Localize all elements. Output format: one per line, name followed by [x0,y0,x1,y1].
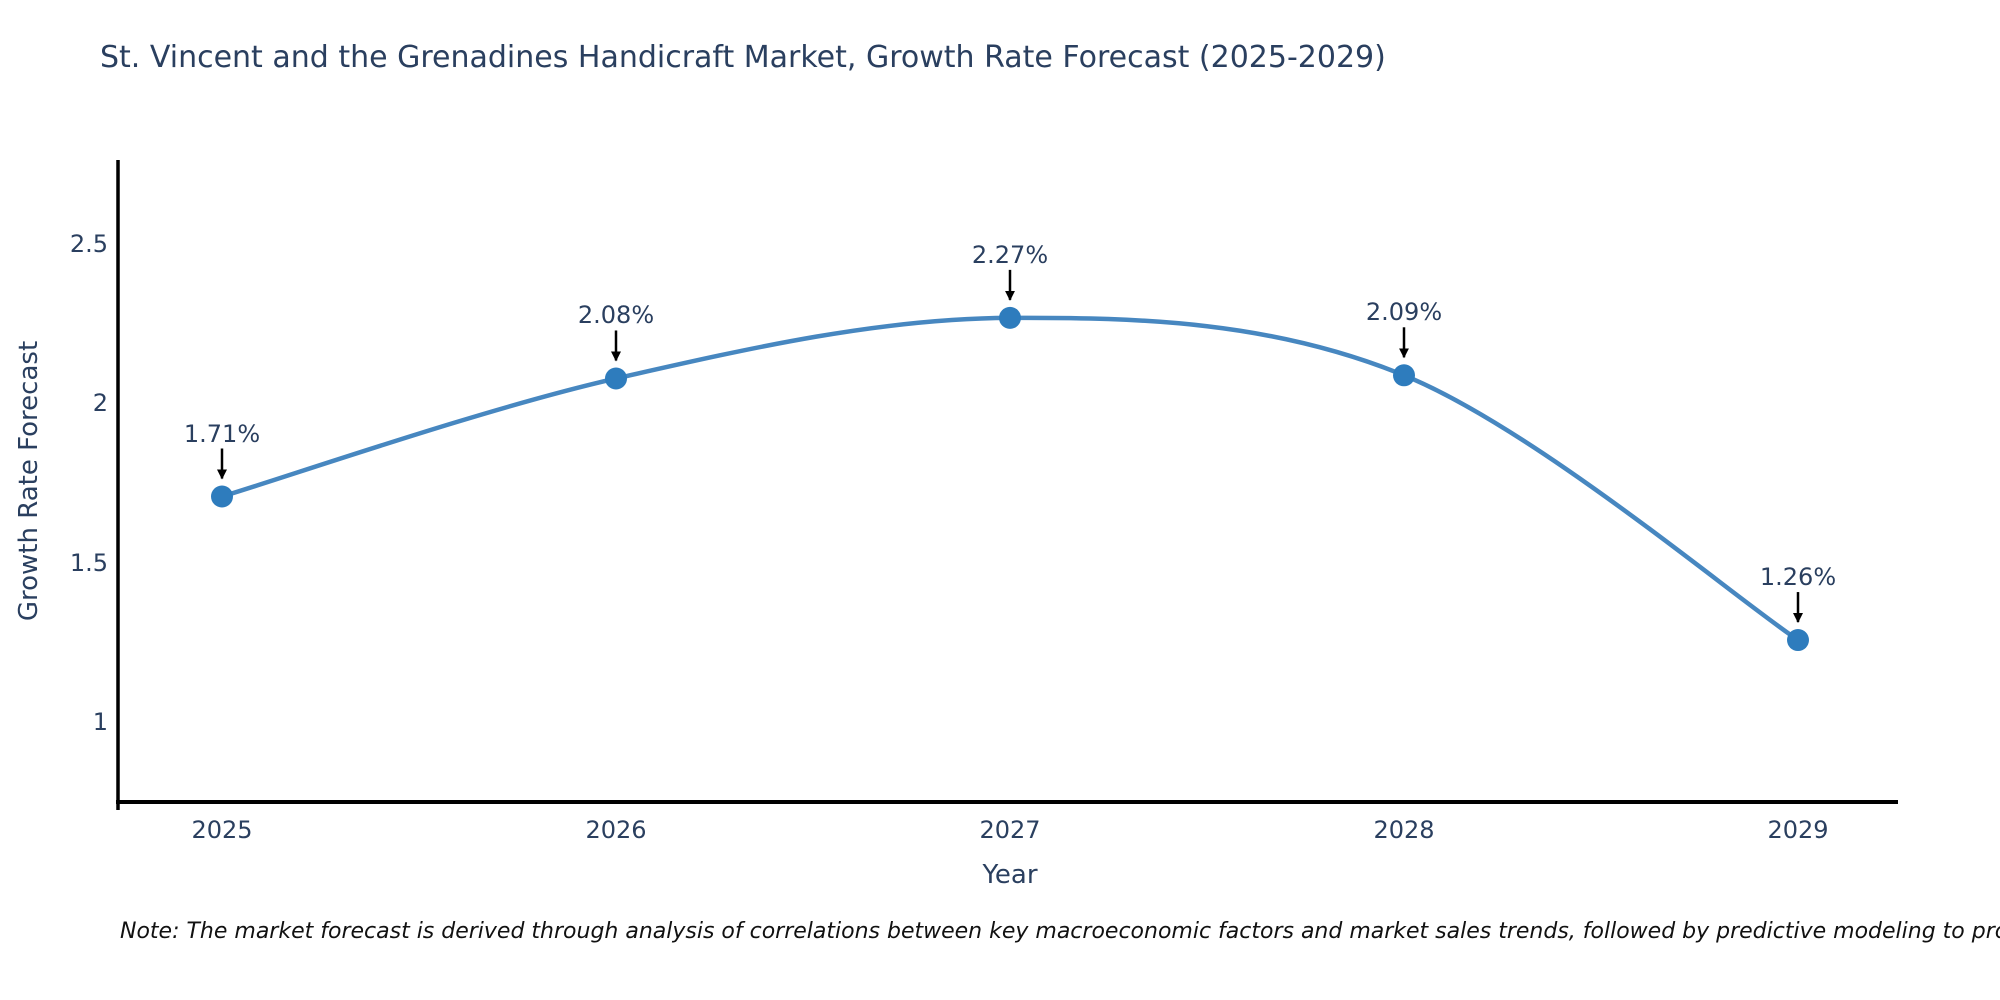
x-axis-title: Year [982,860,1038,890]
point-annotation-2026: 2.08% [577,301,655,330]
axes [116,160,1898,810]
footnote: Note: The market forecast is derived thr… [120,919,2000,944]
chart-title: St. Vincent and the Grenadines Handicraf… [100,40,1386,75]
data-point-marker-2027[interactable] [999,306,1021,329]
x-tick-label: 2029 [1767,816,1829,844]
y-tick-label: 1.5 [69,548,108,577]
y-tick-label: 2.5 [69,229,108,258]
annotation-arrows [217,269,1803,624]
point-annotation-2029: 1.26% [1759,563,1837,592]
y-tick-label: 2 [92,389,108,417]
point-annotation-2025: 1.71% [183,419,261,448]
growth-rate-line [221,315,1800,642]
data-point-marker-2025[interactable] [211,485,233,508]
y-tick-label: 1 [92,708,108,736]
data-point-marker-2029[interactable] [1787,629,1809,652]
x-tick-label: 2028 [1373,816,1435,844]
data-point-marker-2026[interactable] [605,367,627,390]
x-tick-label: 2027 [979,816,1041,844]
data-point-marker-2028[interactable] [1393,364,1415,387]
x-tick-label: 2026 [585,816,647,844]
point-annotation-2027: 2.27% [971,240,1049,269]
x-tick-label: 2025 [191,816,253,844]
point-annotation-2028: 2.09% [1365,298,1443,327]
forecast-line-series [211,306,1809,652]
